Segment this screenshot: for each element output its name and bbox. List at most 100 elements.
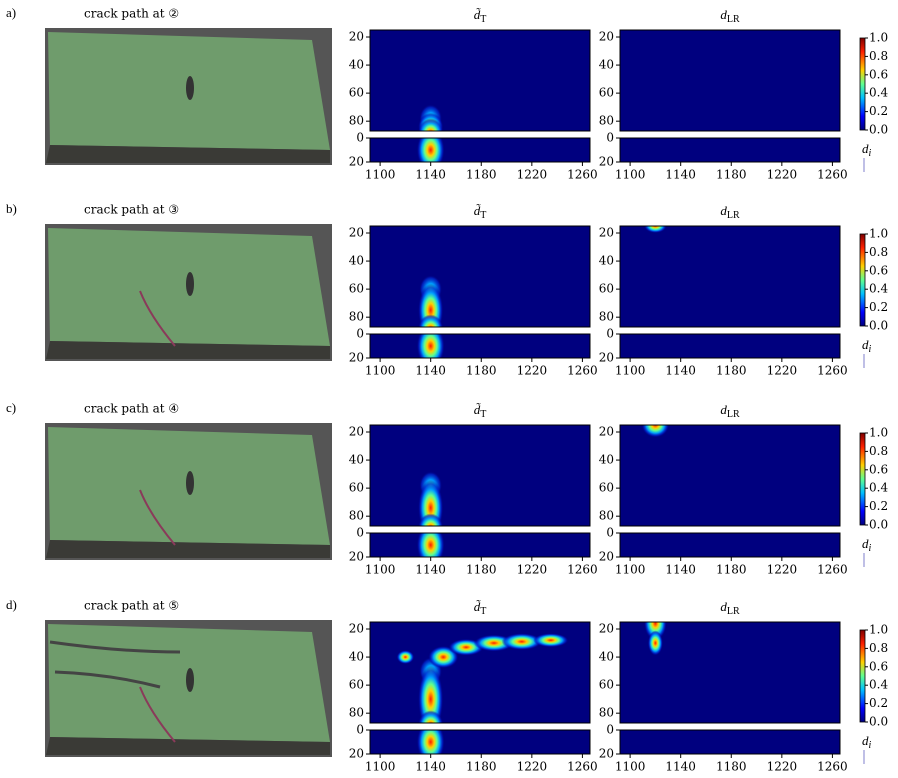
x-tick-label: 1180 — [716, 563, 747, 577]
heatmap-bottom — [370, 334, 590, 358]
colorbar-tick-label: 0.8 — [869, 641, 888, 655]
x-tick-label: 1180 — [466, 760, 497, 774]
title-sub: LR — [727, 606, 740, 617]
title-sub: T — [480, 14, 486, 25]
damage-blob — [418, 480, 443, 536]
panel-title: dLR — [720, 7, 740, 25]
x-tick-label: 1180 — [716, 364, 747, 378]
y-tick-label: 40 — [599, 58, 614, 72]
photo-title: crack path at ⑤ — [84, 599, 179, 613]
heatmap-bottom — [620, 138, 840, 162]
colorbar-tick-label: 0.6 — [869, 462, 888, 476]
y-tick-label: 60 — [599, 481, 614, 495]
title-sub: T — [480, 409, 486, 420]
y-tick-label: 60 — [349, 86, 364, 100]
colorbar-tick-label: 0.8 — [869, 49, 888, 63]
x-tick-label: 1220 — [517, 760, 548, 774]
row-label: a) — [6, 5, 16, 20]
y-tick-label: 0 — [356, 131, 364, 145]
y-tick-label: 60 — [349, 481, 364, 495]
x-tick-label: 1140 — [415, 364, 446, 378]
colorbar-tick-label: 0.6 — [869, 659, 888, 673]
x-tick-label: 1220 — [517, 563, 548, 577]
y-tick-label: 20 — [349, 747, 364, 761]
x-tick-label: 1100 — [615, 364, 646, 378]
y-tick-label: 80 — [349, 310, 364, 324]
colorbar-tick-label: 0.4 — [869, 282, 888, 296]
y-tick-label: 20 — [349, 622, 364, 636]
y-tick-label: 40 — [349, 453, 364, 467]
colorbar — [860, 38, 865, 130]
photo-title: crack path at ② — [84, 7, 179, 21]
y-tick-label: 20 — [349, 155, 364, 169]
panel-title: d̃T — [474, 7, 487, 25]
photo — [45, 224, 332, 361]
x-tick-label: 1180 — [466, 168, 497, 182]
panel-title: dLR — [720, 402, 740, 420]
y-tick-label: 80 — [599, 509, 614, 523]
panel-title: d̃T — [474, 599, 487, 617]
heatmap-top — [620, 226, 840, 327]
colorbar — [860, 630, 865, 722]
colorbar — [860, 433, 865, 525]
x-tick-label: 1100 — [615, 563, 646, 577]
y-tick-label: 40 — [599, 254, 614, 268]
x-tick-label: 1260 — [567, 168, 598, 182]
panel-title: d̃T — [474, 203, 487, 221]
x-tick-label: 1100 — [365, 563, 396, 577]
panel-title: dLR — [720, 599, 740, 617]
heatmap-top — [620, 30, 840, 131]
panel-title: dLR — [720, 203, 740, 221]
y-tick-label: 20 — [599, 351, 614, 365]
colorbar-tick-label: 0.0 — [869, 319, 888, 333]
y-tick-label: 80 — [599, 706, 614, 720]
colorbar-tick-label: 0.4 — [869, 86, 888, 100]
colorbar-tick-label: 0.0 — [869, 123, 888, 137]
y-tick-label: 60 — [599, 282, 614, 296]
row-label: c) — [6, 400, 16, 415]
x-tick-label: 1100 — [365, 760, 396, 774]
x-tick-label: 1260 — [817, 563, 848, 577]
y-tick-label: 0 — [356, 526, 364, 540]
x-tick-label: 1100 — [365, 168, 396, 182]
title-sub: LR — [727, 409, 740, 420]
heatmap-top — [370, 30, 590, 131]
colorbar-tick-label: 1.0 — [869, 31, 888, 45]
y-tick-label: 0 — [606, 723, 614, 737]
heatmap-bottom — [620, 533, 840, 557]
x-tick-label: 1180 — [466, 563, 497, 577]
x-tick-label: 1180 — [716, 168, 747, 182]
y-tick-label: 40 — [349, 58, 364, 72]
colorbar-tick-label: 0.2 — [869, 104, 888, 118]
y-tick-label: 40 — [349, 650, 364, 664]
colorbar-tick-label: 0.6 — [869, 67, 888, 81]
x-tick-label: 1220 — [767, 168, 798, 182]
y-tick-label: 80 — [599, 114, 614, 128]
label-sub: i — [869, 543, 872, 554]
y-tick-label: 40 — [349, 254, 364, 268]
row-label: b) — [6, 201, 17, 216]
colorbar-tick-label: 1.0 — [869, 426, 888, 440]
colorbar-tick-label: 0.2 — [869, 696, 888, 710]
photo-notch — [186, 668, 194, 692]
damage-blob — [648, 630, 663, 655]
y-tick-label: 20 — [349, 425, 364, 439]
title-sub: T — [480, 210, 486, 221]
heatmap-top — [370, 226, 590, 327]
y-tick-label: 60 — [349, 282, 364, 296]
colorbar-label: di — [862, 141, 872, 159]
colorbar-tick-label: 0.0 — [869, 518, 888, 532]
colorbar-tick-label: 1.0 — [869, 227, 888, 241]
x-tick-label: 1260 — [817, 364, 848, 378]
title-sub: T — [480, 606, 486, 617]
x-tick-label: 1220 — [767, 364, 798, 378]
y-tick-label: 20 — [349, 550, 364, 564]
y-tick-label: 60 — [599, 86, 614, 100]
colorbar — [860, 234, 865, 326]
x-tick-label: 1140 — [415, 760, 446, 774]
y-tick-label: 0 — [606, 526, 614, 540]
y-tick-label: 80 — [599, 310, 614, 324]
x-tick-label: 1140 — [665, 760, 696, 774]
heatmap-top — [370, 425, 590, 526]
photo-notch — [186, 471, 194, 495]
